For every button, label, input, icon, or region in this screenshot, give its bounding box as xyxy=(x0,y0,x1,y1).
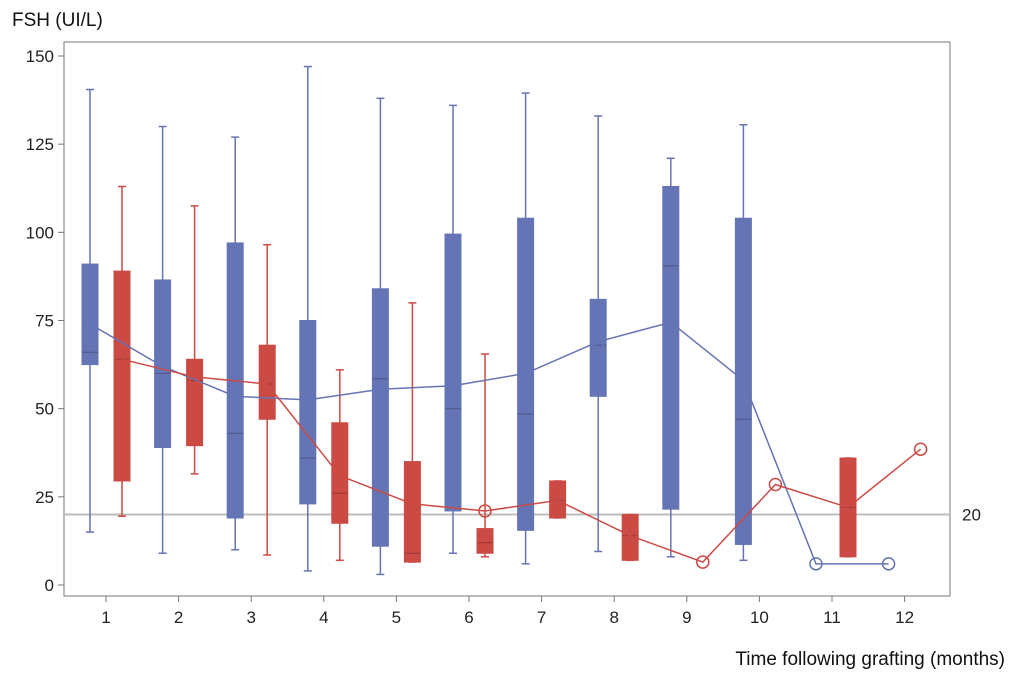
blue-mean-marker xyxy=(736,373,751,388)
x-tick-label: 11 xyxy=(823,608,841,627)
blue-mean-marker xyxy=(155,359,170,374)
red-box xyxy=(476,528,494,554)
blue-mean-marker xyxy=(809,557,823,571)
red-mean-marker xyxy=(260,377,274,391)
x-tick-label: 7 xyxy=(537,608,546,627)
y-axis-label: FSH (UI/L) xyxy=(12,10,103,31)
reference-line-label: 20 xyxy=(962,505,981,524)
red-mean-marker xyxy=(623,528,637,543)
y-tick-label: 0 xyxy=(45,576,54,595)
blue-box xyxy=(444,233,462,512)
blue-mean-marker xyxy=(664,315,678,330)
x-axis-label: Time following grafting (months) xyxy=(735,649,1005,670)
y-tick-label: 75 xyxy=(35,312,54,331)
blue-box xyxy=(371,288,389,547)
blue-box xyxy=(81,263,99,366)
red-mean-marker xyxy=(841,500,855,515)
blue-box xyxy=(299,320,317,505)
blue-mean-marker xyxy=(518,366,533,381)
blue-box xyxy=(662,185,680,510)
red-mean-marker xyxy=(478,504,492,518)
red-mean-marker xyxy=(405,497,420,511)
x-tick-label: 8 xyxy=(609,608,618,627)
red-mean-marker xyxy=(115,352,129,367)
red-mean-marker xyxy=(913,442,928,456)
x-tick-label: 6 xyxy=(464,608,473,627)
x-tick-label: 9 xyxy=(682,608,691,627)
blue-mean-marker xyxy=(228,389,242,404)
y-tick-label: 150 xyxy=(26,47,54,66)
red-mean-marker xyxy=(187,370,202,384)
x-tick-label: 1 xyxy=(101,608,110,627)
red-mean-marker xyxy=(696,555,710,569)
red-mean-marker xyxy=(333,468,347,483)
x-tick-label: 5 xyxy=(392,608,401,627)
y-tick-label: 100 xyxy=(26,223,54,242)
red-box xyxy=(403,461,421,563)
y-tick-label: 25 xyxy=(35,488,54,507)
x-tick-label: 3 xyxy=(246,608,255,627)
blue-mean-line xyxy=(89,321,889,565)
x-tick-label: 4 xyxy=(319,608,328,627)
blue-mean-marker xyxy=(301,393,315,407)
red-mean-marker xyxy=(550,493,565,508)
y-tick-label: 125 xyxy=(26,135,54,154)
blue-mean-marker xyxy=(446,378,460,393)
y-tick-label: 50 xyxy=(35,400,54,419)
blue-box xyxy=(154,279,172,448)
x-tick-label: 12 xyxy=(895,608,914,627)
blue-mean-marker xyxy=(83,317,97,331)
red-box xyxy=(186,358,204,447)
red-box xyxy=(113,270,131,482)
red-box xyxy=(331,422,349,524)
plot-frame xyxy=(63,41,951,597)
x-tick-label: 2 xyxy=(174,608,183,627)
red-box xyxy=(549,480,567,519)
blue-mean-marker xyxy=(373,382,388,397)
red-mean-line xyxy=(121,358,922,563)
x-tick-label: 10 xyxy=(750,608,769,627)
red-box xyxy=(258,344,276,420)
red-box xyxy=(621,513,639,561)
blue-mean-marker xyxy=(591,334,605,349)
red-mean-marker xyxy=(768,477,783,492)
blue-mean-marker xyxy=(881,557,896,571)
